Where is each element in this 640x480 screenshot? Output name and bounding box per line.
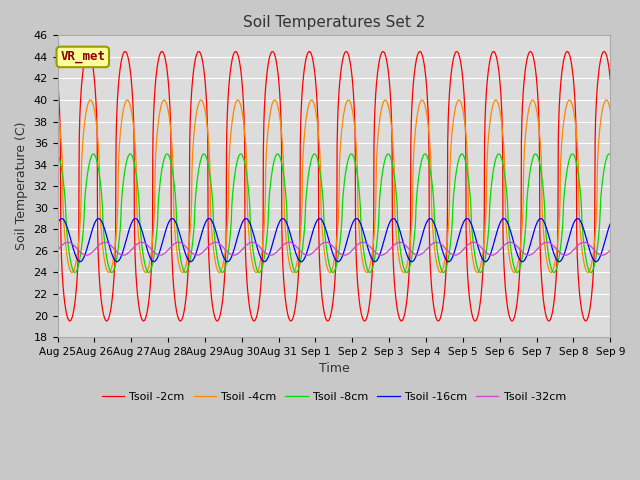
Tsoil -8cm [495, 151, 503, 157]
Tsoil -16cm [205, 216, 213, 221]
Tsoil -32cm [607, 247, 614, 253]
Tsoil -32cm [470, 240, 477, 245]
Tsoil -2cm [573, 243, 581, 249]
Tsoil -32cm [350, 246, 358, 252]
Tsoil -4cm [363, 270, 371, 276]
Y-axis label: Soil Temperature (C): Soil Temperature (C) [15, 122, 28, 251]
Tsoil -4cm [573, 141, 581, 146]
Legend: Tsoil -2cm, Tsoil -4cm, Tsoil -8cm, Tsoil -16cm, Tsoil -32cm: Tsoil -2cm, Tsoil -4cm, Tsoil -8cm, Tsoi… [97, 388, 571, 407]
Tsoil -32cm [362, 240, 370, 246]
X-axis label: Time: Time [319, 362, 349, 375]
Tsoil -2cm [495, 65, 502, 71]
Tsoil -8cm [54, 152, 61, 157]
Tsoil -4cm [350, 116, 358, 122]
Tsoil -16cm [573, 216, 581, 221]
Tsoil -8cm [362, 263, 370, 268]
Tsoil -2cm [54, 76, 61, 82]
Tsoil -2cm [582, 318, 589, 324]
Tsoil -8cm [607, 152, 614, 157]
Tsoil -4cm [381, 97, 389, 103]
Tsoil -16cm [495, 223, 503, 229]
Tsoil -16cm [362, 240, 370, 245]
Tsoil -2cm [362, 317, 370, 323]
Tsoil -32cm [451, 252, 459, 258]
Tsoil -8cm [126, 151, 134, 157]
Tsoil -2cm [208, 296, 216, 302]
Tsoil -16cm [351, 217, 358, 223]
Tsoil -32cm [573, 243, 581, 249]
Tsoil -4cm [558, 138, 566, 144]
Tsoil -2cm [607, 76, 614, 82]
Tsoil -8cm [108, 270, 116, 276]
Tsoil -32cm [495, 248, 503, 254]
Line: Tsoil -8cm: Tsoil -8cm [58, 154, 611, 273]
Tsoil -16cm [187, 259, 195, 264]
Tsoil -32cm [558, 251, 566, 257]
Tsoil -4cm [362, 269, 370, 275]
Tsoil -2cm [350, 96, 358, 101]
Text: VR_met: VR_met [60, 50, 106, 63]
Tsoil -4cm [54, 107, 61, 113]
Tsoil -8cm [208, 192, 216, 198]
Tsoil -16cm [208, 218, 216, 224]
Tsoil -16cm [607, 221, 614, 227]
Tsoil -16cm [54, 221, 61, 227]
Tsoil -32cm [54, 247, 61, 253]
Line: Tsoil -4cm: Tsoil -4cm [58, 100, 611, 273]
Tsoil -2cm [557, 74, 565, 80]
Tsoil -16cm [558, 256, 566, 262]
Tsoil -32cm [208, 240, 216, 246]
Tsoil -4cm [208, 226, 216, 232]
Tsoil -2cm [563, 48, 571, 54]
Tsoil -8cm [573, 165, 581, 170]
Line: Tsoil -16cm: Tsoil -16cm [58, 218, 611, 262]
Title: Soil Temperatures Set 2: Soil Temperatures Set 2 [243, 15, 425, 30]
Tsoil -4cm [495, 103, 503, 109]
Line: Tsoil -2cm: Tsoil -2cm [58, 51, 611, 321]
Tsoil -8cm [351, 156, 358, 162]
Line: Tsoil -32cm: Tsoil -32cm [58, 242, 611, 255]
Tsoil -4cm [607, 107, 614, 113]
Tsoil -8cm [558, 232, 566, 238]
